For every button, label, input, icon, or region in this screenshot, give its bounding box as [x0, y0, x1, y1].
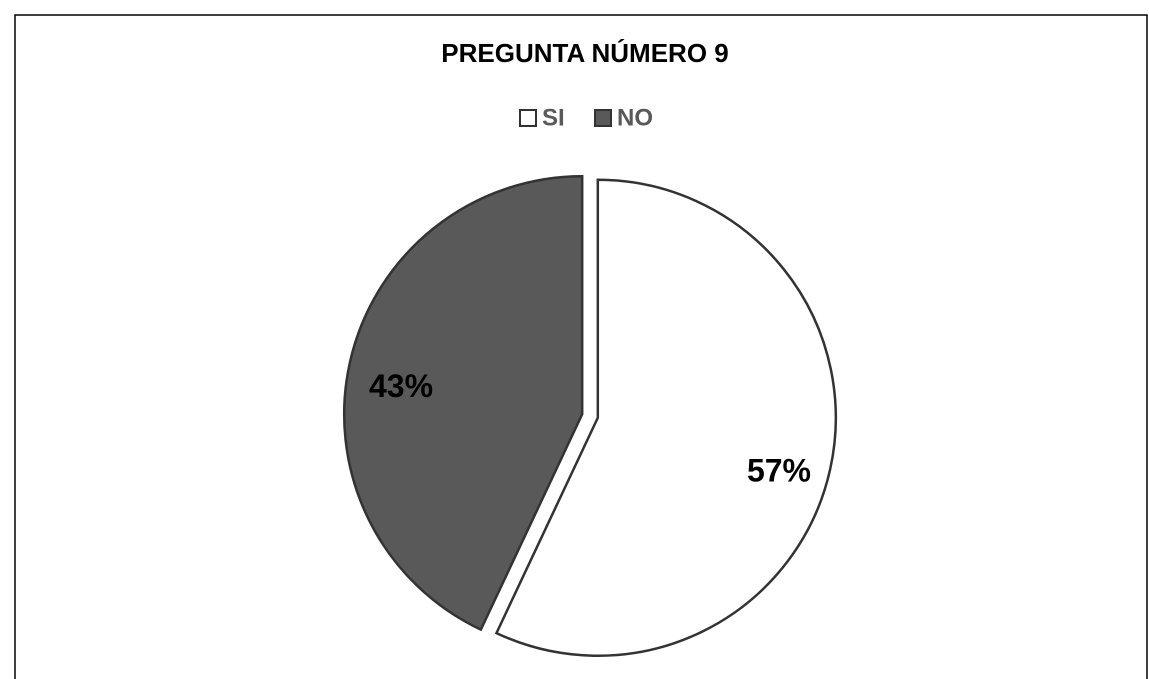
legend-label: SI: [542, 104, 565, 131]
chart-frame: [14, 14, 1148, 679]
legend-label: NO: [617, 104, 653, 131]
pie-slice: [342, 175, 584, 632]
legend-swatch: [519, 109, 537, 127]
legend-swatch: [594, 109, 612, 127]
chart-title: PREGUNTA NÚMERO 9: [441, 38, 728, 68]
data-label: 43%: [369, 368, 433, 404]
pie-slice: [494, 178, 838, 657]
data-label: 57%: [747, 453, 811, 489]
